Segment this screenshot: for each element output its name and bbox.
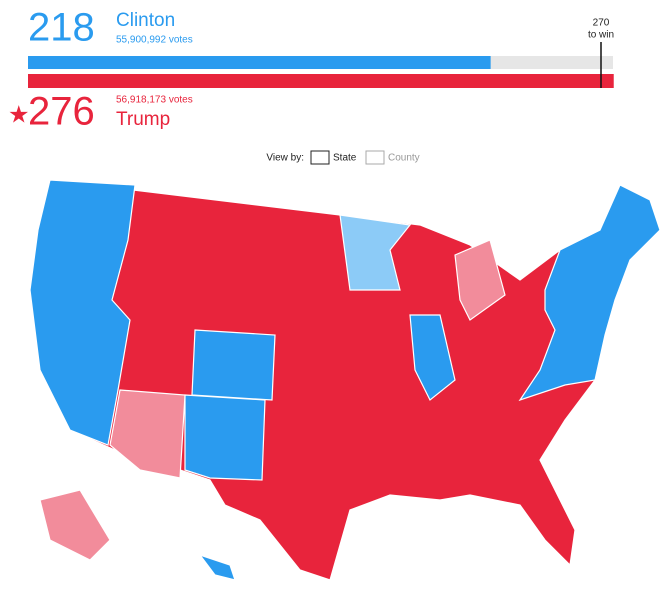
state-region (454, 239, 506, 321)
state-region (339, 214, 412, 291)
clinton-votes: 55,900,992 votes (116, 35, 193, 46)
state-region (39, 489, 111, 561)
clinton-bar (28, 56, 491, 69)
state-region (518, 184, 661, 402)
view-by-label: View by: (266, 153, 304, 164)
state-icon[interactable] (310, 150, 330, 165)
state-region (29, 179, 136, 446)
us-map (29, 179, 661, 581)
view-option[interactable]: State (333, 153, 357, 164)
threshold-value: 270 (593, 18, 610, 29)
state-region (184, 394, 266, 481)
trump-electoral: 276 (28, 90, 95, 134)
trump-votes: 56,918,173 votes (116, 95, 193, 106)
state-region (191, 329, 276, 401)
state-region (109, 389, 186, 479)
view-option[interactable]: County (388, 153, 420, 164)
winner-star: ★ (8, 101, 30, 128)
threshold-label: to win (588, 30, 614, 41)
state-region (198, 553, 236, 581)
clinton-name: Clinton (116, 10, 175, 31)
county-icon[interactable] (365, 150, 385, 165)
trump-name: Trump (116, 109, 170, 130)
trump-bar (28, 74, 614, 88)
state-region (409, 314, 456, 401)
clinton-electoral: 218 (28, 6, 95, 50)
